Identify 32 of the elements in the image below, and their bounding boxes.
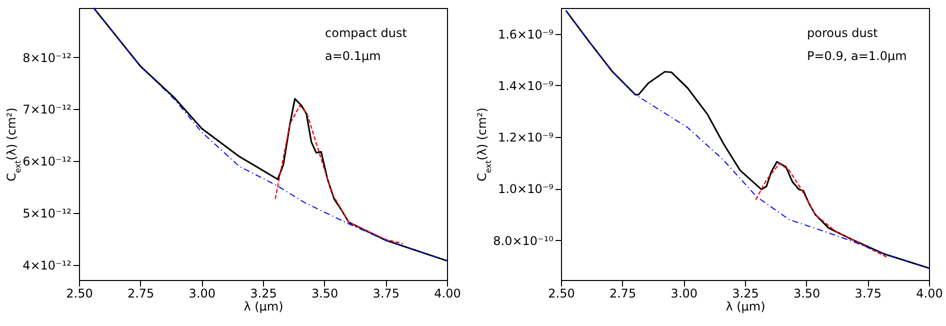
- x-tick-label: 2.75: [609, 286, 636, 300]
- x-tick-label: 2.50: [548, 286, 575, 300]
- x-tick-label: 3.25: [250, 286, 277, 300]
- x-tick-label: 3.50: [793, 286, 820, 300]
- y-tick-label: 1.6×10⁻⁹: [498, 27, 554, 42]
- x-tick-label: 4.00: [434, 286, 461, 300]
- y-tick-label: 7×10⁻¹²: [22, 102, 72, 117]
- x-tick-label: 3.50: [311, 286, 338, 300]
- x-tick-label: 3.25: [732, 286, 759, 300]
- y-tick-label: 1.2×10⁻⁹: [498, 130, 554, 145]
- x-tick-label: 3.75: [854, 286, 882, 300]
- x-tick-label: 3.00: [188, 286, 216, 300]
- x-tick-label: 3.00: [670, 286, 698, 300]
- annotation: porous dust: [807, 26, 878, 40]
- x-axis-title: λ (μm): [244, 300, 284, 314]
- line-series: [755, 163, 888, 258]
- y-tick-label: 5×10⁻¹²: [22, 206, 72, 221]
- x-tick-label: 3.75: [372, 286, 400, 300]
- annotation: a=0.1μm: [325, 49, 381, 63]
- x-tick-label: 2.75: [127, 286, 154, 300]
- y-tick-label: 4×10⁻¹²: [22, 258, 72, 272]
- annotation: compact dust: [325, 26, 408, 40]
- annotation: P=0.9, a=1.0μm: [807, 49, 907, 63]
- x-axis-title: λ (μm): [726, 300, 766, 314]
- y-tick-label: 1.4×10⁻⁹: [498, 78, 554, 93]
- x-tick-label: 2.50: [66, 286, 93, 300]
- line-series: [274, 104, 404, 244]
- y-tick-label: 8.0×10⁻¹⁰: [493, 234, 554, 248]
- x-tick-label: 4.00: [916, 286, 943, 300]
- y-tick-label: 8×10⁻¹²: [22, 50, 72, 65]
- y-tick-label: 1.0×10⁻⁹: [498, 182, 554, 196]
- y-tick-label: 6×10⁻¹²: [22, 154, 72, 169]
